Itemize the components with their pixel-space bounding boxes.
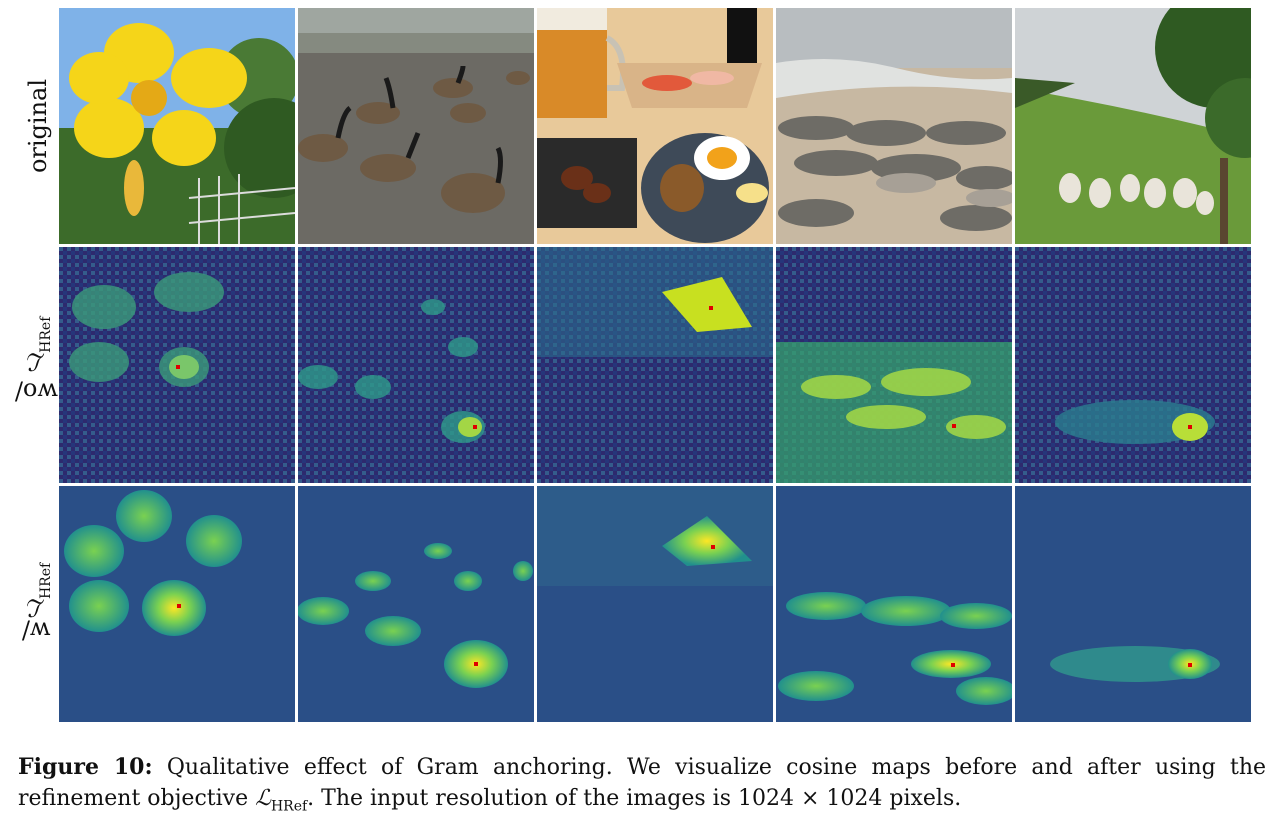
caption-math: ℒ <box>255 786 271 811</box>
cosine-map-wo-seals <box>776 247 1012 483</box>
caption-text-1: Qualitative effect of Gram anchoring. We… <box>18 755 1267 811</box>
cosine-map-w-flower <box>59 486 295 722</box>
caption-math-sub: HRef <box>270 798 308 815</box>
original-sheep-image <box>1015 8 1251 244</box>
row-label-without-href: wo/ ℒHRef <box>14 316 58 406</box>
cosine-map-wo-geese <box>298 247 534 483</box>
cosine-map-w-geese <box>298 486 534 722</box>
cosine-map-w-sheep <box>1015 486 1251 722</box>
figure-caption: Figure 10: Qualitative effect of Gram an… <box>18 752 1266 822</box>
caption-text-2: . The input resolution of the images is … <box>307 786 962 811</box>
cosine-map-wo-flower <box>59 247 295 483</box>
original-flower-image <box>59 8 295 244</box>
figure-label: Figure 10: <box>18 754 153 780</box>
cosine-map-w-seals <box>776 486 1012 722</box>
original-seals-image <box>776 8 1012 244</box>
row-label-original: original <box>24 78 53 174</box>
cosine-map-w-food <box>537 486 773 722</box>
figure-grid: original wo/ ℒHRef w/ ℒHRef <box>14 8 1251 722</box>
row-label-with-href: w/ ℒHRef <box>21 562 54 645</box>
original-geese-image <box>298 8 534 244</box>
cosine-map-wo-food <box>537 247 773 483</box>
original-food-image <box>537 8 773 244</box>
cosine-map-wo-sheep <box>1015 247 1251 483</box>
